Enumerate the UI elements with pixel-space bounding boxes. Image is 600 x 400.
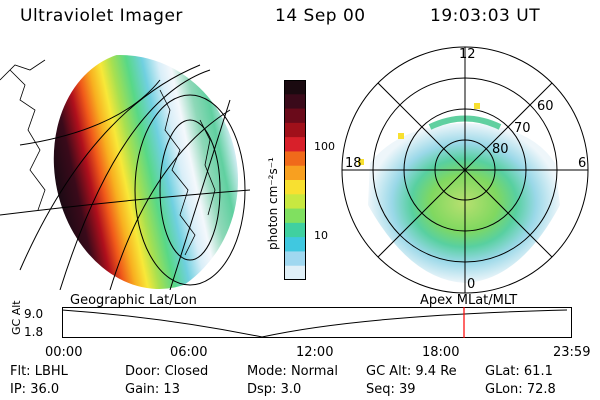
colorbar-swatch xyxy=(284,137,306,152)
time-label: 19:03:03 UT xyxy=(430,6,541,26)
right-panel-label: Apex MLat/MLT xyxy=(420,293,518,308)
timeline-xtick-4: 23:59 xyxy=(553,345,591,360)
mlat-label-70: 70 xyxy=(514,121,531,136)
polar-plot xyxy=(341,46,589,294)
info-flt: Flt: LBHL xyxy=(10,364,68,379)
info-glat: GLat: 61.1 xyxy=(485,364,553,379)
colorbar-swatch xyxy=(284,108,306,124)
colorbar-swatch xyxy=(284,251,306,267)
timeline-xtick-0: 00:00 xyxy=(45,345,83,360)
timeline-ytick-min: 1.8 xyxy=(24,325,44,339)
colorbar-swatch xyxy=(284,180,306,195)
colorbar-swatch xyxy=(284,165,306,181)
colorbar-swatch xyxy=(284,194,306,210)
info-mode: Mode: Normal xyxy=(247,364,338,379)
timeline-axis-label: GC Alt xyxy=(10,300,23,335)
info-gcalt: GC Alt: 9.4 Re xyxy=(366,364,457,379)
info-gain: Gain: 13 xyxy=(125,382,180,397)
info-seq: Seq: 39 xyxy=(366,382,416,397)
timeline-plot[interactable] xyxy=(62,307,572,339)
mlat-label-80: 80 xyxy=(492,142,509,157)
geographic-image xyxy=(0,55,251,290)
info-dsp: Dsp: 3.0 xyxy=(247,382,302,397)
timeline-ytick-max: 9.0 xyxy=(24,307,44,321)
colorbar-unit-label: photon cm⁻²s⁻¹ xyxy=(266,157,280,250)
timeline-xtick-3: 18:00 xyxy=(422,345,460,360)
colorbar-swatch xyxy=(284,237,306,252)
colorbar-swatch xyxy=(284,265,306,280)
colorbar-swatch xyxy=(284,208,306,224)
colorbar-swatch xyxy=(284,80,306,95)
colorbar-swatch xyxy=(284,222,306,238)
timeline-xtick-2: 12:00 xyxy=(296,345,334,360)
mlt-label-18: 18 xyxy=(345,156,362,171)
mlt-label-0: 0 xyxy=(467,277,476,292)
date-label: 14 Sep 00 xyxy=(275,6,366,26)
colorbar-tick-100: 100 xyxy=(314,140,335,153)
colorbar-swatch xyxy=(284,151,306,167)
mlt-label-12: 12 xyxy=(459,47,476,62)
timeline-xtick-1: 06:00 xyxy=(170,345,208,360)
left-panel-label: Geographic Lat/Lon xyxy=(70,293,197,308)
info-glon: GLon: 72.8 xyxy=(485,382,556,397)
colorbar xyxy=(284,80,306,280)
colorbar-swatch xyxy=(284,94,306,110)
mlt-label-6: 6 xyxy=(578,156,587,171)
info-ip: IP: 36.0 xyxy=(10,382,60,397)
colorbar-tick-10: 10 xyxy=(314,229,328,242)
info-door: Door: Closed xyxy=(125,364,209,379)
app-title: Ultraviolet Imager xyxy=(20,6,183,26)
mlat-label-60: 60 xyxy=(537,99,554,114)
colorbar-swatch xyxy=(284,122,306,138)
